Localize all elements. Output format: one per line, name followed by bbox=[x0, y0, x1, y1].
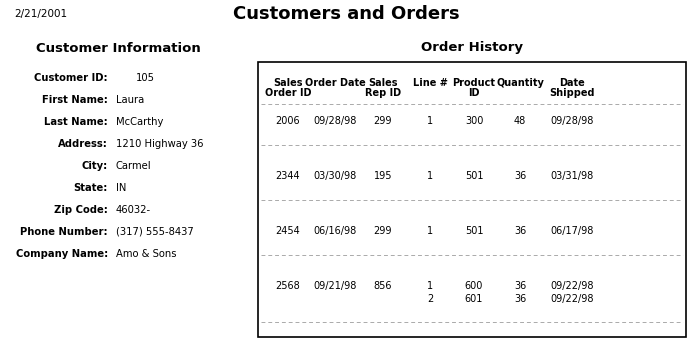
Text: Customer Information: Customer Information bbox=[35, 41, 201, 55]
Text: Company Name:: Company Name: bbox=[16, 249, 108, 259]
Text: 300: 300 bbox=[465, 116, 483, 126]
Text: 1: 1 bbox=[427, 226, 433, 236]
Text: 36: 36 bbox=[514, 171, 526, 181]
Text: 501: 501 bbox=[465, 226, 483, 236]
Text: 299: 299 bbox=[374, 116, 392, 126]
Text: Carmel: Carmel bbox=[116, 161, 152, 171]
Text: (317) 555-8437: (317) 555-8437 bbox=[116, 227, 194, 237]
Text: Order History: Order History bbox=[421, 41, 523, 55]
Text: First Name:: First Name: bbox=[42, 95, 108, 105]
Text: 03/30/98: 03/30/98 bbox=[313, 171, 356, 181]
Text: Date: Date bbox=[559, 78, 585, 88]
Text: Last Name:: Last Name: bbox=[44, 117, 108, 127]
Text: City:: City: bbox=[82, 161, 108, 171]
Text: 601: 601 bbox=[465, 294, 483, 304]
Text: 2344: 2344 bbox=[275, 171, 300, 181]
Bar bbox=[258, 62, 686, 337]
Text: Laura: Laura bbox=[116, 95, 144, 105]
Text: Product: Product bbox=[453, 78, 495, 88]
Text: 06/17/98: 06/17/98 bbox=[550, 226, 594, 236]
Text: 856: 856 bbox=[374, 281, 392, 291]
Text: McCarthy: McCarthy bbox=[116, 117, 163, 127]
Text: Address:: Address: bbox=[58, 139, 108, 149]
Text: 09/22/98: 09/22/98 bbox=[550, 281, 594, 291]
Text: Order ID: Order ID bbox=[265, 88, 311, 98]
Text: 09/28/98: 09/28/98 bbox=[550, 116, 594, 126]
Text: 03/31/98: 03/31/98 bbox=[550, 171, 594, 181]
Text: 600: 600 bbox=[465, 281, 483, 291]
Text: 09/21/98: 09/21/98 bbox=[313, 281, 356, 291]
Text: Amo & Sons: Amo & Sons bbox=[116, 249, 176, 259]
Text: Sales: Sales bbox=[368, 78, 398, 88]
Text: Rep ID: Rep ID bbox=[365, 88, 401, 98]
Text: 105: 105 bbox=[136, 73, 155, 83]
Text: IN: IN bbox=[116, 183, 127, 193]
Text: 36: 36 bbox=[514, 226, 526, 236]
Text: Customers and Orders: Customers and Orders bbox=[233, 5, 459, 23]
Text: 501: 501 bbox=[465, 171, 483, 181]
Text: Line #: Line # bbox=[412, 78, 448, 88]
Text: State:: State: bbox=[73, 183, 108, 193]
Text: Customer ID:: Customer ID: bbox=[35, 73, 108, 83]
Text: Zip Code:: Zip Code: bbox=[54, 205, 108, 215]
Text: 46032-: 46032- bbox=[116, 205, 151, 215]
Text: Order Date: Order Date bbox=[304, 78, 365, 88]
Text: 2454: 2454 bbox=[275, 226, 300, 236]
Text: 1: 1 bbox=[427, 116, 433, 126]
Text: 48: 48 bbox=[514, 116, 526, 126]
Text: Quantity: Quantity bbox=[496, 78, 544, 88]
Text: 195: 195 bbox=[374, 171, 392, 181]
Text: 2/21/2001: 2/21/2001 bbox=[14, 9, 67, 19]
Text: 36: 36 bbox=[514, 294, 526, 304]
Text: 09/22/98: 09/22/98 bbox=[550, 294, 594, 304]
Text: 1210 Highway 36: 1210 Highway 36 bbox=[116, 139, 203, 149]
Text: 2006: 2006 bbox=[275, 116, 300, 126]
Text: ID: ID bbox=[468, 88, 480, 98]
Text: 09/28/98: 09/28/98 bbox=[313, 116, 356, 126]
Text: 2: 2 bbox=[427, 294, 433, 304]
Text: Phone Number:: Phone Number: bbox=[20, 227, 108, 237]
Text: 36: 36 bbox=[514, 281, 526, 291]
Text: 299: 299 bbox=[374, 226, 392, 236]
Text: 1: 1 bbox=[427, 281, 433, 291]
Text: 1: 1 bbox=[427, 171, 433, 181]
Text: Shipped: Shipped bbox=[549, 88, 594, 98]
Text: Sales: Sales bbox=[273, 78, 303, 88]
Text: 2568: 2568 bbox=[275, 281, 300, 291]
Text: 06/16/98: 06/16/98 bbox=[313, 226, 356, 236]
